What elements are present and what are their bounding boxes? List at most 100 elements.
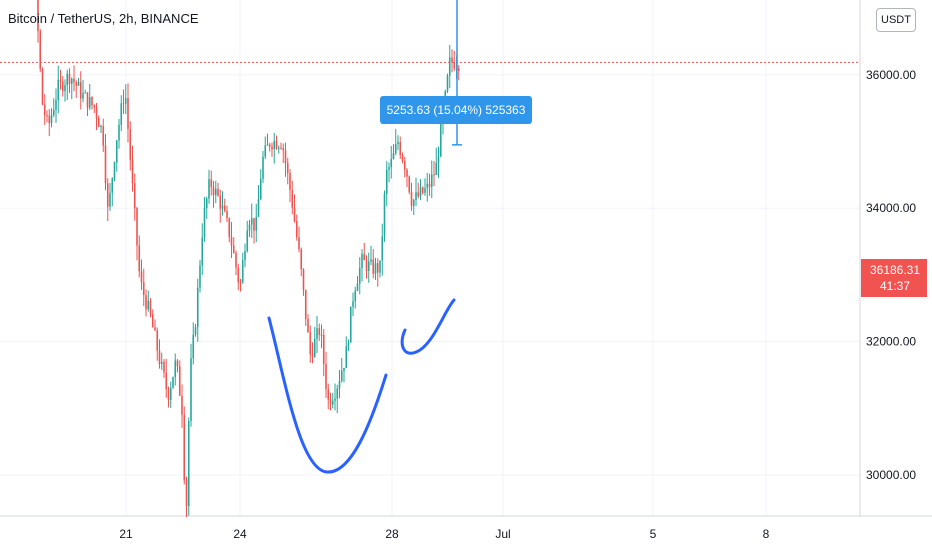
candle-body [239, 282, 242, 284]
candle-body [66, 73, 69, 86]
candle-body [316, 328, 318, 339]
candle-body [113, 162, 116, 179]
candle-body [392, 153, 395, 159]
price-axis-label: 34000.00 [866, 201, 916, 215]
candle-body [352, 301, 354, 307]
candle-body [163, 361, 165, 373]
candle-body [185, 480, 188, 507]
candle-body [421, 187, 424, 193]
candle-body [37, 0, 39, 32]
candle-body [230, 236, 233, 246]
current-price-tag: 36186.31 41:37 [861, 259, 927, 297]
candle-body [208, 179, 210, 199]
candle-body [160, 361, 163, 364]
candle-body [424, 188, 426, 193]
candle-body [59, 79, 62, 82]
candle-body [372, 259, 375, 274]
candle-body [325, 364, 327, 390]
candle-body [205, 198, 208, 208]
candle-body [415, 192, 417, 200]
time-axis: 21 24 28 Jul 5 8 [119, 527, 769, 541]
candle-body [327, 389, 330, 400]
candle-body [331, 400, 334, 405]
candle-body [178, 366, 181, 396]
candle-body [302, 269, 305, 290]
candle-body [334, 398, 336, 401]
currency-button[interactable]: USDT [876, 8, 916, 32]
candle-body [358, 267, 361, 284]
candle-body [77, 82, 80, 86]
candle-body [262, 156, 264, 179]
candle-body [439, 124, 442, 157]
candle-body [165, 372, 168, 390]
candle-body [68, 73, 71, 84]
candle-body [172, 377, 174, 388]
candle-body [403, 160, 406, 170]
candle-body [426, 183, 429, 189]
candle-body [430, 174, 433, 187]
candle-body [361, 253, 363, 268]
candle-body [219, 195, 222, 209]
candle-body [118, 124, 120, 141]
candle-body [370, 259, 372, 262]
cup-pattern-drawing[interactable] [267, 316, 388, 474]
candle-body [151, 314, 154, 328]
candle-body [275, 140, 278, 149]
candle-body [338, 381, 341, 389]
candle-body [457, 68, 460, 71]
candle-body [246, 230, 249, 252]
candle-body [320, 334, 323, 336]
candle-body [183, 414, 186, 481]
candle-body [106, 183, 109, 207]
candle-body [298, 237, 300, 250]
candle-body [226, 211, 228, 219]
candles [37, 0, 460, 518]
candle-body [194, 327, 197, 335]
grid-lines [0, 0, 860, 516]
candle-body [127, 98, 129, 129]
candle-body [82, 93, 84, 99]
candle-body [201, 237, 204, 266]
candle-body [187, 420, 190, 507]
candle-body [257, 199, 260, 217]
candle-body [142, 282, 145, 296]
candle-body [124, 98, 127, 104]
candle-body [190, 358, 192, 421]
candle-body [210, 179, 213, 187]
candle-body [295, 220, 298, 238]
candle-body [64, 85, 66, 92]
candle-body [43, 104, 46, 116]
candle-body [417, 192, 420, 197]
time-axis-label: 24 [233, 527, 247, 541]
candle-body [154, 327, 156, 331]
time-axis-label: Jul [495, 527, 510, 541]
candle-body [115, 140, 118, 163]
candle-body [282, 148, 285, 151]
candle-body [100, 126, 102, 128]
candle-body [120, 103, 123, 125]
candle-body [428, 183, 431, 187]
candle-body [156, 330, 159, 351]
candle-body [397, 142, 399, 145]
candle-body [259, 178, 262, 200]
candle-body [406, 169, 408, 177]
candle-body [223, 205, 226, 212]
candle-body [57, 79, 60, 101]
current-price-value: 36186.31 [869, 263, 921, 277]
candle-body [196, 287, 199, 328]
candle-body [52, 109, 55, 116]
candle-body [354, 290, 357, 302]
candle-body [232, 245, 235, 253]
candle-body [437, 156, 440, 163]
candle-body [147, 300, 150, 310]
candle-body [286, 163, 289, 174]
time-axis-label: 8 [763, 527, 770, 541]
candle-body [280, 147, 282, 149]
handle-pattern-drawing[interactable] [400, 298, 456, 355]
candle-body [109, 192, 111, 207]
candle-body [451, 57, 453, 62]
candle-body [388, 167, 390, 170]
candle-body [367, 261, 370, 271]
measure-tool[interactable] [452, 0, 462, 146]
